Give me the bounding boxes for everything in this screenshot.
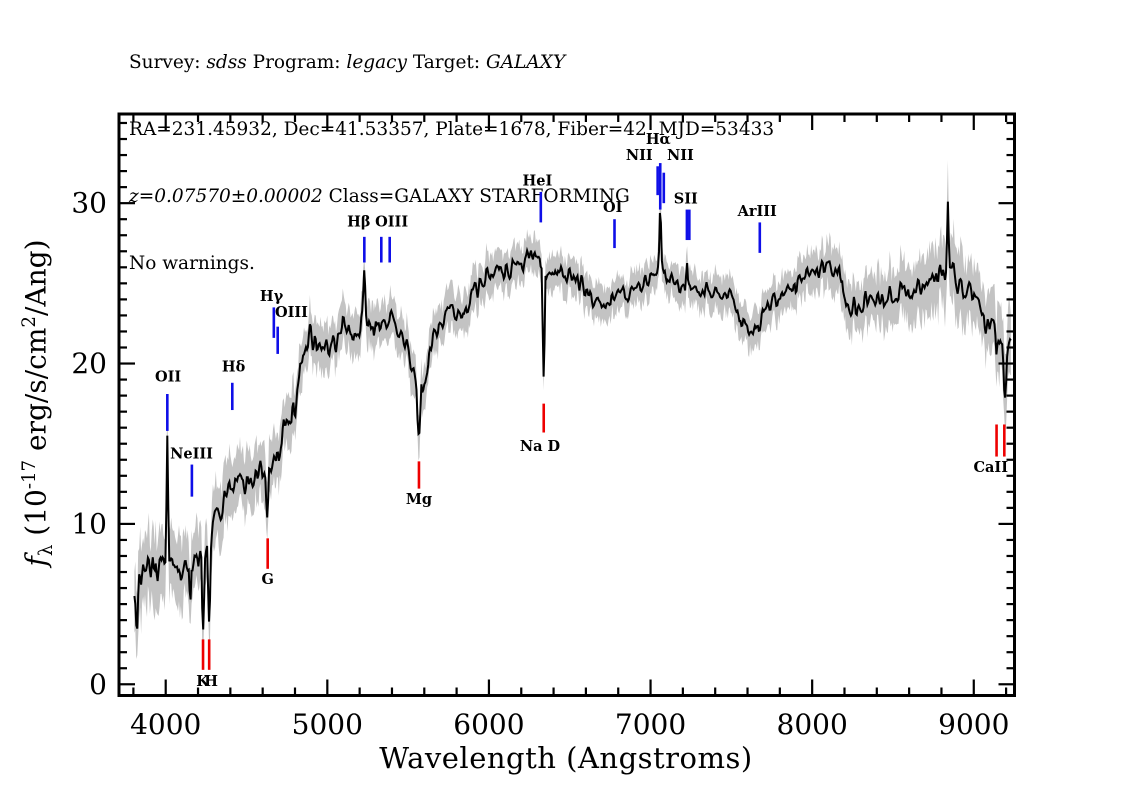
- y-tick-label: 0: [89, 668, 107, 701]
- x-tick-label: 6000: [453, 708, 524, 741]
- flux-symbol: f: [19, 556, 53, 567]
- header-line-survey: Survey: sdss Program: legacy Target: GAL…: [129, 51, 566, 73]
- absorption-line-label: H: [204, 673, 218, 690]
- emission-line-label: ArIII: [737, 203, 777, 220]
- header-line-redshift: z=0.07570±0.00002 Class=GALAXY STARFORMI…: [129, 186, 630, 208]
- header-line-warnings: No warnings.: [129, 253, 255, 275]
- axes-frame: 4000 5000 6000 7000 8000 9000 0 10 20 30: [71, 112, 1016, 741]
- emission-line-label: Hδ: [222, 359, 246, 376]
- emission-line-label: Hβ: [347, 214, 370, 231]
- absorption-line-markers: KH G Mg Na D CaII: [196, 403, 1008, 690]
- x-tick-label: 5000: [292, 708, 363, 741]
- emission-line-label: NeIII: [170, 445, 213, 462]
- absorption-line-label: G: [261, 571, 273, 588]
- emission-line-label: OII: [155, 368, 181, 385]
- emission-line-label: OI: [603, 199, 623, 216]
- emission-line-label: OIII: [375, 214, 408, 231]
- y-tick-label: 20: [71, 347, 107, 380]
- x-tick-label: 8000: [777, 708, 848, 741]
- y-tick-label: 30: [71, 187, 107, 220]
- emission-line-label: NII: [667, 147, 694, 164]
- x-tick-label: 7000: [615, 708, 686, 741]
- x-axis-title: Wavelength (Angstroms): [379, 741, 753, 775]
- absorption-line-label: K: [196, 673, 210, 690]
- emission-line-label: HeI: [523, 173, 553, 190]
- emission-line-label: OIII: [275, 304, 308, 321]
- x-tick-label: 4000: [130, 708, 201, 741]
- spectrum-line: [133, 201, 1012, 630]
- emission-line-label: SII: [674, 190, 698, 207]
- absorption-line-label: Na D: [520, 438, 560, 455]
- absorption-line-label: CaII: [973, 459, 1008, 476]
- spectrum-header: Survey: sdss Program: legacy Target: GAL…: [129, 7, 774, 321]
- emission-line-label: NII: [626, 147, 653, 164]
- emission-line-label: Hα: [646, 131, 671, 148]
- header-line-coords: RA=231.45932, Dec=41.53357, Plate=1678, …: [129, 119, 775, 141]
- spectrum-error-band: [134, 160, 1011, 660]
- y-axis-title: fλ (10-17 erg/s/cm2/Ang): [19, 239, 57, 567]
- emission-line-label: Hγ: [260, 288, 284, 305]
- y-tick-label: 10: [71, 507, 107, 540]
- x-tick-label: 9000: [938, 708, 1009, 741]
- absorption-line-label: Mg: [406, 491, 432, 508]
